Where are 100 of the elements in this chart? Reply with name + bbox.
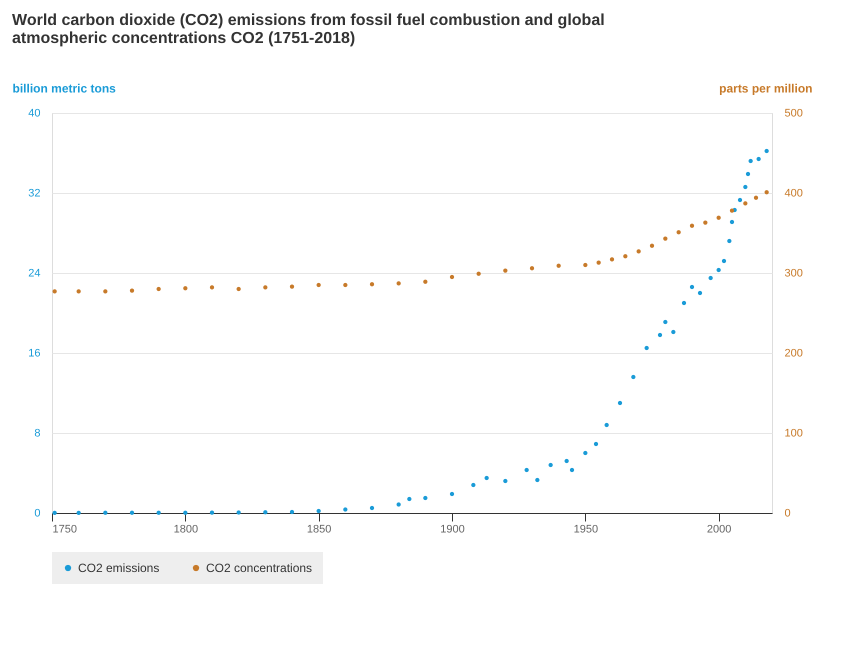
point xyxy=(623,254,628,258)
point xyxy=(76,289,81,294)
point xyxy=(210,285,214,290)
point xyxy=(698,290,702,296)
point xyxy=(530,266,534,270)
point xyxy=(484,476,489,480)
point xyxy=(407,496,412,502)
y2-tick-label: 300 xyxy=(784,268,803,280)
y2-tick-label: 500 xyxy=(784,108,803,120)
point xyxy=(708,276,713,280)
point xyxy=(756,156,761,162)
y-tick-label: 16 xyxy=(28,348,40,360)
point xyxy=(263,510,268,514)
point xyxy=(156,510,161,515)
point xyxy=(746,172,750,176)
point xyxy=(644,346,649,350)
point xyxy=(130,288,134,293)
point xyxy=(764,148,769,154)
point xyxy=(503,268,508,273)
point xyxy=(636,249,641,254)
point xyxy=(748,158,753,164)
point xyxy=(423,496,428,500)
point xyxy=(754,196,758,200)
point xyxy=(738,198,742,202)
x-tick-label: 1750 xyxy=(52,524,77,536)
point xyxy=(103,289,108,294)
point xyxy=(604,422,609,428)
point xyxy=(676,230,681,234)
y-tick-label: 8 xyxy=(34,428,40,440)
point xyxy=(236,286,241,292)
y-tick-label: 24 xyxy=(28,268,40,280)
point xyxy=(663,236,668,241)
point xyxy=(343,282,348,288)
point xyxy=(690,284,694,290)
point xyxy=(716,268,721,272)
point xyxy=(76,510,81,516)
point xyxy=(476,272,481,276)
x-tick-label: 1950 xyxy=(574,524,598,536)
y-tick-label: 40 xyxy=(28,108,40,120)
point xyxy=(618,400,622,406)
x-tick-label: 1850 xyxy=(306,524,332,536)
point xyxy=(570,468,574,472)
point xyxy=(690,224,694,228)
y2-tick-label: 200 xyxy=(784,348,803,360)
point xyxy=(583,450,588,456)
point xyxy=(52,289,57,294)
point xyxy=(548,462,553,468)
point xyxy=(290,284,294,289)
y-tick-label: 32 xyxy=(28,188,40,200)
chart-title: World carbon dioxide (CO2) emissions from fossil fuel combustion and global atmospheric concentrations CO2 (1751-2018) xyxy=(12,12,605,47)
point xyxy=(450,274,454,280)
point xyxy=(423,280,428,284)
point xyxy=(471,482,476,488)
point xyxy=(722,258,726,264)
point xyxy=(564,458,569,464)
point xyxy=(535,478,540,482)
point xyxy=(396,502,401,507)
point xyxy=(156,286,161,292)
point xyxy=(594,442,598,446)
point xyxy=(370,282,374,286)
point xyxy=(316,508,321,514)
point xyxy=(103,510,108,515)
x-tick-label: 2000 xyxy=(706,524,732,536)
y2-tick-label: 0 xyxy=(784,508,791,520)
point xyxy=(716,216,721,220)
x-tick-label: 1900 xyxy=(440,524,465,536)
y2-tick-label: 400 xyxy=(784,188,803,200)
point xyxy=(730,220,734,224)
point xyxy=(290,510,294,514)
point xyxy=(524,468,529,472)
point xyxy=(650,244,654,248)
point xyxy=(631,374,636,380)
legend-label: CO2 emissions xyxy=(78,561,160,575)
point xyxy=(183,286,188,290)
point xyxy=(316,282,321,288)
point xyxy=(370,506,374,510)
point xyxy=(610,257,614,262)
point xyxy=(183,510,188,515)
point xyxy=(130,510,134,515)
point xyxy=(764,190,769,194)
point xyxy=(263,285,268,290)
point xyxy=(236,510,241,515)
point xyxy=(343,507,348,512)
point xyxy=(658,332,662,338)
point xyxy=(671,330,676,334)
x-tick-label: 1800 xyxy=(174,524,198,536)
point xyxy=(743,201,748,206)
point xyxy=(703,220,708,225)
point xyxy=(583,262,588,268)
point xyxy=(556,264,561,268)
point xyxy=(743,184,748,190)
point xyxy=(682,300,686,306)
y-tick-label: 0 xyxy=(34,508,40,520)
y2-axis-title: parts per million xyxy=(719,82,812,96)
point xyxy=(396,281,401,286)
point xyxy=(52,510,57,516)
point xyxy=(210,510,214,515)
point xyxy=(596,260,601,265)
legend-label: CO2 concentrations xyxy=(206,561,312,575)
point xyxy=(727,238,732,244)
